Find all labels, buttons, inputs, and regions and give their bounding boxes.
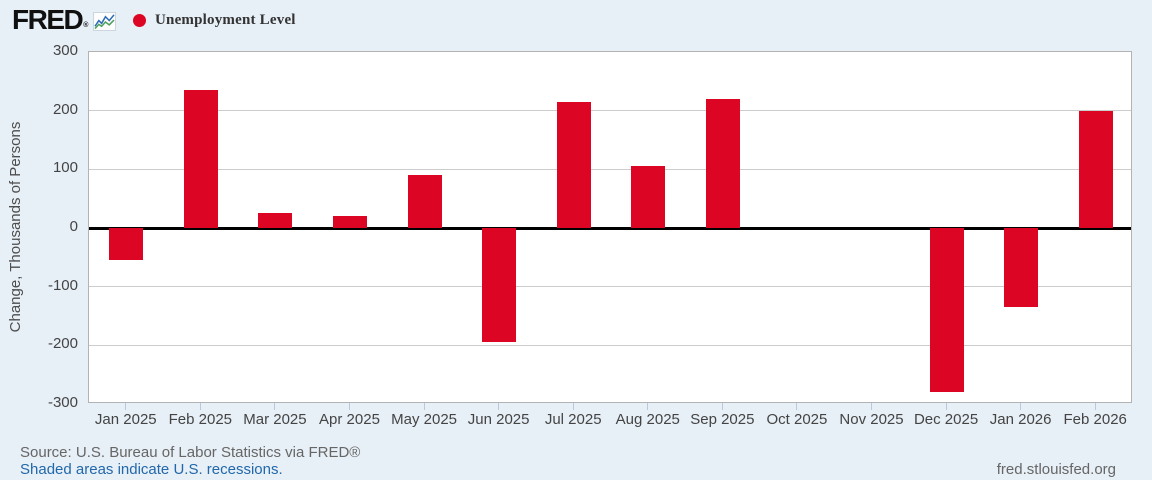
x-tick-mark <box>125 403 127 410</box>
x-tick-mark <box>796 403 798 410</box>
x-tick-mark <box>349 403 350 410</box>
y-tick-label: 100 <box>52 159 78 177</box>
plot-area <box>88 51 1132 403</box>
x-tick-mark <box>871 403 872 410</box>
legend-series-dot <box>133 14 146 27</box>
fred-sparkline-icon <box>93 12 116 31</box>
x-tick-label: Feb 2026 <box>1063 411 1127 428</box>
x-tick-mark <box>1094 403 1096 410</box>
bar[interactable] <box>929 228 964 393</box>
x-tick-mark <box>498 403 500 410</box>
bar[interactable] <box>183 90 218 228</box>
x-tick-label: Sep 2025 <box>690 411 755 428</box>
chart-legend: Unemployment Level <box>133 12 296 29</box>
fred-logo-text: FRED <box>12 4 84 35</box>
x-tick-mark <box>647 403 649 410</box>
x-tick-label: Jul 2025 <box>544 411 602 428</box>
x-tick-mark <box>572 403 574 410</box>
legend-series-label: Unemployment Level <box>155 12 296 28</box>
bar[interactable] <box>556 101 591 228</box>
fred-logo[interactable]: FRED® <box>12 4 89 36</box>
x-tick-mark <box>1020 403 1022 410</box>
y-tick-label: -200 <box>47 335 78 353</box>
x-tick-mark <box>274 403 276 410</box>
zero-line <box>89 226 1131 230</box>
x-tick-label: Feb 2025 <box>168 411 233 428</box>
x-tick-label: Apr 2025 <box>319 411 380 428</box>
gridline <box>89 286 1131 288</box>
bar[interactable] <box>109 228 144 261</box>
bar[interactable] <box>258 213 293 228</box>
y-tick-label: -100 <box>47 276 78 294</box>
y-tick-label: -300 <box>47 394 78 411</box>
x-tick-mark <box>199 403 201 410</box>
recessions-link[interactable]: Shaded areas indicate U.S. recessions. <box>20 461 283 478</box>
gridline <box>89 110 1131 112</box>
bar[interactable] <box>1004 228 1039 308</box>
x-tick-mark <box>721 403 723 410</box>
bar[interactable] <box>631 166 666 228</box>
fred-site-link[interactable]: fred.stlouisfed.org <box>996 461 1116 478</box>
y-tick-label: 200 <box>52 100 78 118</box>
registered-mark: ® <box>83 22 89 29</box>
y-tick-label: 300 <box>52 42 78 59</box>
bar[interactable] <box>705 98 740 228</box>
x-tick-label: Mar 2025 <box>243 411 307 428</box>
bar[interactable] <box>407 175 442 228</box>
bar[interactable] <box>482 228 517 343</box>
gridline <box>89 344 1131 346</box>
y-tick-label: 0 <box>69 218 78 235</box>
x-tick-mark <box>945 403 947 410</box>
x-tick-label: Oct 2025 <box>766 411 828 428</box>
x-tick-label: Jan 2025 <box>94 411 157 428</box>
bar[interactable] <box>1078 110 1113 228</box>
x-tick-label: Nov 2025 <box>839 411 904 428</box>
x-tick-label: Aug 2025 <box>615 411 680 428</box>
x-tick-label: Dec 2025 <box>913 411 979 428</box>
x-tick-label: Jun 2025 <box>467 411 530 428</box>
x-tick-label: Jan 2026 <box>989 411 1052 428</box>
x-tick-mark <box>423 403 425 410</box>
source-note: Source: U.S. Bureau of Labor Statistics … <box>20 444 361 461</box>
gridline <box>89 168 1131 170</box>
x-tick-label: May 2025 <box>391 411 457 428</box>
bar[interactable] <box>333 216 367 228</box>
